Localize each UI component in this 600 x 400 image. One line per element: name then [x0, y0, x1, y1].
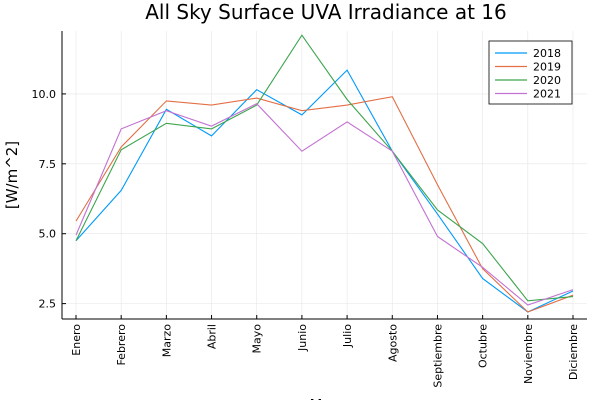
series-lines	[75, 34, 574, 313]
series-line-2020	[75, 34, 574, 302]
series-line-2018	[75, 69, 574, 313]
chart-title: All Sky Surface UVA Irradiance at 16	[145, 0, 507, 24]
x-tick-label: Enero	[70, 324, 83, 356]
y-tick-label: 10.0	[32, 88, 57, 101]
x-tick-label: Marzo	[160, 324, 173, 358]
x-tick-label: Noviembre	[522, 324, 535, 384]
y-axis-label: [W/m^2]	[3, 141, 21, 209]
series-line-2019	[75, 96, 574, 313]
legend-label-2020: 2020	[533, 74, 561, 87]
x-tick-label: Julio	[341, 324, 354, 348]
y-tick-label: 7.5	[39, 158, 57, 171]
x-tick-label: Octubre	[477, 324, 490, 368]
x-tick-label: Mayo	[251, 324, 264, 354]
x-tick-label: Junio	[296, 324, 309, 352]
legend-label-2018: 2018	[533, 47, 561, 60]
legend-label-2021: 2021	[533, 88, 561, 101]
y-tick-label: 5.0	[39, 228, 57, 241]
x-axis-ticks: Enero Febrero Marzo Abril Mayo Junio Julio Agos…	[70, 315, 580, 388]
x-axis-label: M	[310, 396, 323, 400]
x-tick-label: Septiembre	[431, 324, 444, 388]
series-line-2021	[75, 103, 574, 306]
x-tick-label: Diciembre	[567, 324, 580, 380]
x-tick-label: Abril	[206, 324, 219, 349]
axes	[61, 31, 587, 320]
y-axis-ticks: 2.5 5.0 7.5 10.0	[32, 88, 66, 311]
legend-label-2019: 2019	[533, 61, 561, 74]
y-tick-label: 2.5	[39, 298, 57, 311]
x-tick-label: Agosto	[386, 324, 399, 362]
x-tick-label: Febrero	[115, 324, 128, 366]
